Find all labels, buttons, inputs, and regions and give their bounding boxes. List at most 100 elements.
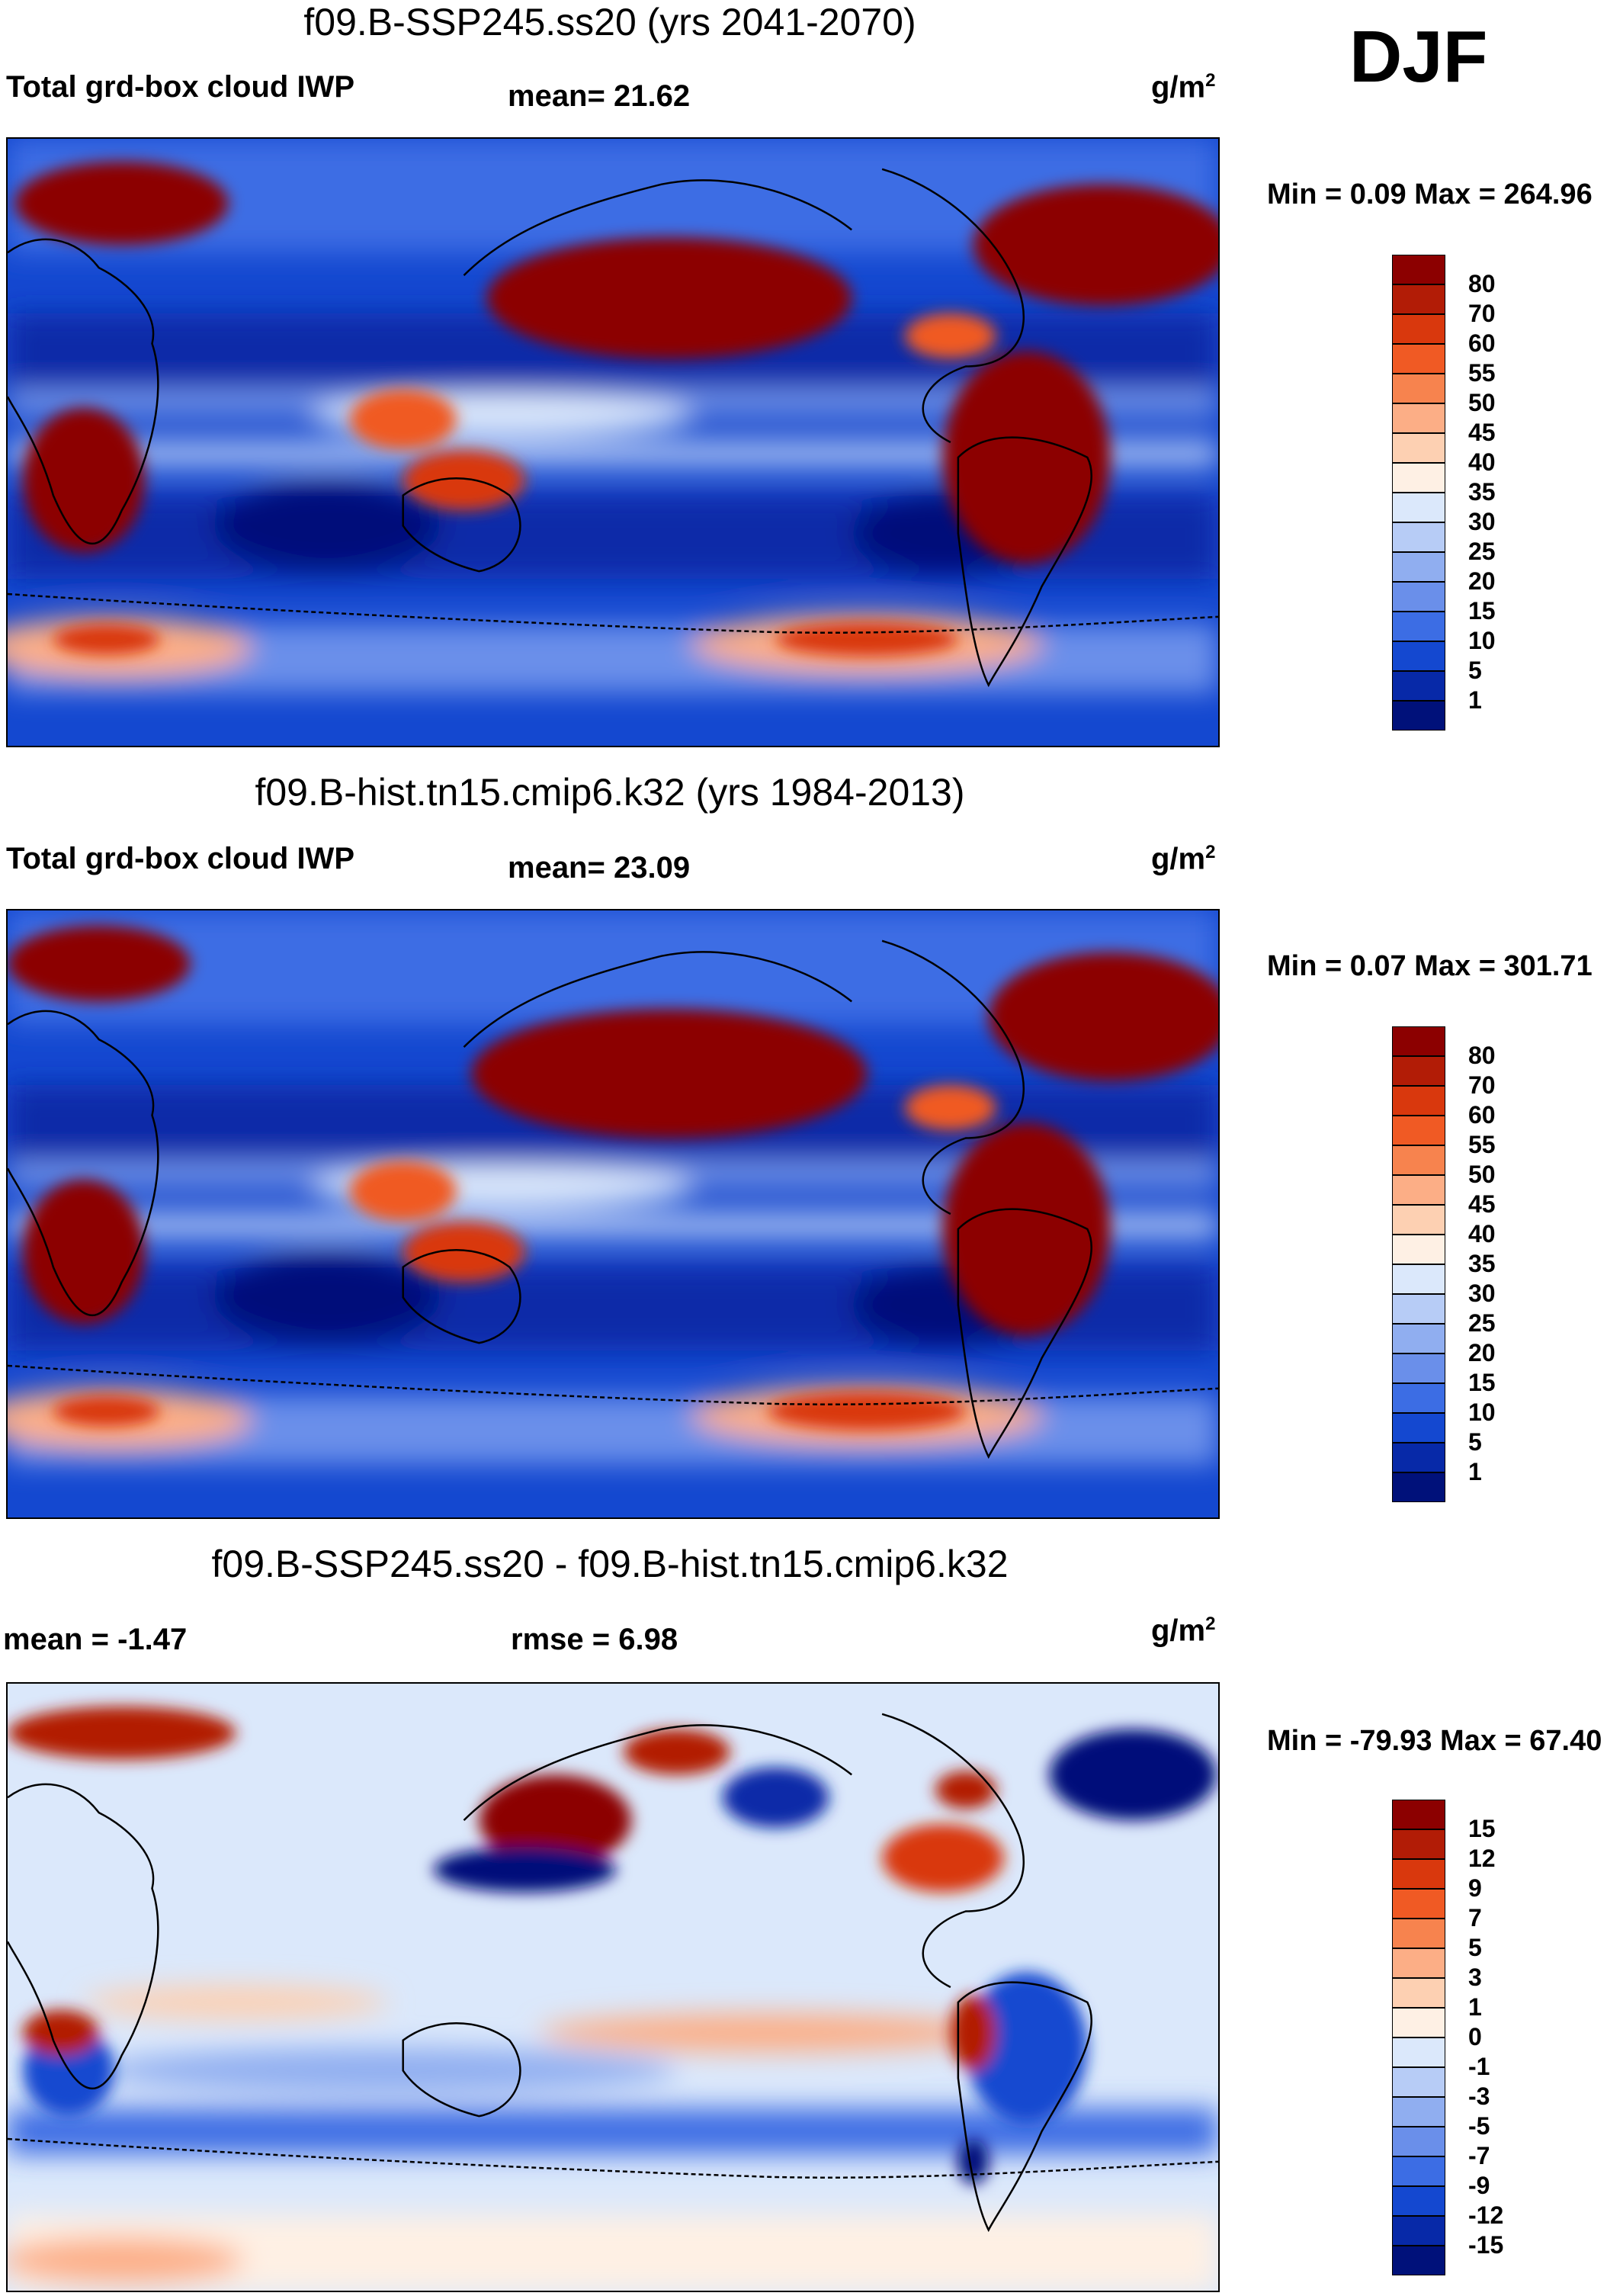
colorbar-tick: 55 [1468, 359, 1496, 387]
panel2-title: f09.B-hist.tn15.cmip6.k32 (yrs 1984-2013… [255, 771, 965, 814]
panel2-field-label: Total grd-box cloud IWP [6, 842, 354, 875]
colorbar-swatch [1392, 1859, 1445, 1889]
colorbar-swatch [1392, 1443, 1445, 1472]
colorbar-tick: 45 [1468, 1190, 1496, 1218]
colorbar-swatch [1392, 522, 1445, 552]
colorbar-tick: 40 [1468, 1220, 1496, 1248]
colorbar-tick: 40 [1468, 448, 1496, 476]
season-label: DJF [1349, 16, 1488, 98]
colorbar-swatch [1392, 1264, 1445, 1294]
colorbar-swatch [1392, 2216, 1445, 2246]
colorbar-tick: 80 [1468, 270, 1496, 297]
colorbar-swatch [1392, 1235, 1445, 1264]
colorbar-swatch [1392, 1829, 1445, 1859]
colorbar-tick: 5 [1468, 657, 1482, 684]
panel3-map-svg [8, 1684, 1218, 2291]
colorbar-tick: 30 [1468, 508, 1496, 535]
colorbar-swatch [1392, 641, 1445, 671]
colorbar-tick: 60 [1468, 1101, 1496, 1129]
panel1-minmax: Min = 0.09 Max = 264.96 [1267, 178, 1593, 210]
colorbar-tick: 20 [1468, 567, 1496, 595]
panel1-mean-label: mean= 21.62 [508, 79, 691, 113]
colorbar-tick: -3 [1468, 2082, 1490, 2110]
colorbar-swatch [1392, 1145, 1445, 1175]
colorbar-swatch [1392, 2097, 1445, 2127]
colorbar-tick: 25 [1468, 538, 1496, 565]
colorbar-tick: 45 [1468, 419, 1496, 446]
panel3-mean-label: mean = -1.47 [3, 1623, 188, 1656]
colorbar-tick: 55 [1468, 1131, 1496, 1158]
colorbar-tick: 60 [1468, 329, 1496, 357]
colorbar-tick: 10 [1468, 1398, 1496, 1426]
colorbar-tick: 5 [1468, 1428, 1482, 1456]
colorbar-swatch [1392, 1086, 1445, 1116]
colorbar-swatch [1392, 2067, 1445, 2097]
colorbar-swatch [1392, 255, 1445, 284]
panel3-units-label: g/m2 [1151, 1614, 1216, 1648]
colorbar-tick: 1 [1468, 686, 1482, 714]
colorbar-swatch [1392, 2037, 1445, 2067]
colorbar-swatch [1392, 403, 1445, 433]
colorbar-swatch [1392, 1472, 1445, 1502]
panel1-field-label: Total grd-box cloud IWP [6, 70, 354, 104]
colorbar-tick: -15 [1468, 2231, 1504, 2259]
colorbar-swatch [1392, 1175, 1445, 1205]
colorbar-swatch [1392, 493, 1445, 522]
colorbar-tick: 7 [1468, 1904, 1482, 1932]
panel2-mean-label: mean= 23.09 [508, 851, 691, 885]
panel3-minmax: Min = -79.93 Max = 67.40 [1267, 1725, 1602, 1757]
colorbar-tick: 15 [1468, 597, 1496, 625]
colorbar-tick: 15 [1468, 1369, 1496, 1396]
colorbar-swatch [1392, 1919, 1445, 1948]
colorbar-swatch [1392, 314, 1445, 344]
panel3-title: f09.B-SSP245.ss20 - f09.B-hist.tn15.cmip… [211, 1543, 1009, 1585]
colorbar-swatch [1392, 582, 1445, 612]
colorbar-swatch [1392, 612, 1445, 641]
panel2-map [6, 909, 1220, 1519]
colorbar-tick: 1 [1468, 1993, 1482, 2021]
colorbar-tick: 3 [1468, 1964, 1482, 1991]
colorbar-swatch [1392, 344, 1445, 374]
colorbar-tick: -7 [1468, 2142, 1490, 2169]
colorbar-tick: -1 [1468, 2053, 1490, 2080]
colorbar-tick: -5 [1468, 2112, 1490, 2140]
colorbar-swatch [1392, 552, 1445, 582]
colorbar-swatch [1392, 2008, 1445, 2037]
colorbar-swatch [1392, 433, 1445, 463]
colorbar-tick: 70 [1468, 300, 1496, 327]
panel2-units-label: g/m2 [1151, 842, 1216, 876]
colorbar-swatch [1392, 284, 1445, 314]
colorbar-swatch [1392, 2246, 1445, 2275]
colorbar-tick: 25 [1468, 1309, 1496, 1337]
colorbar-swatch [1392, 1294, 1445, 1324]
colorbar-swatch [1392, 2156, 1445, 2186]
colorbar-swatch [1392, 701, 1445, 731]
panel1-title: f09.B-SSP245.ss20 (yrs 2041-2070) [303, 1, 916, 43]
colorbar-tick: 50 [1468, 1161, 1496, 1188]
colorbar-tick: 35 [1468, 478, 1496, 506]
colorbar-tick: -9 [1468, 2172, 1490, 2199]
panel1-map-svg [8, 139, 1218, 746]
colorbar-swatch [1392, 671, 1445, 701]
colorbar-swatch [1392, 1948, 1445, 1978]
colorbar-tick: 0 [1468, 2023, 1482, 2050]
panel1-map [6, 137, 1220, 747]
colorbar-tick: 70 [1468, 1071, 1496, 1099]
colorbar-swatch [1392, 374, 1445, 403]
colorbar-swatch [1392, 463, 1445, 493]
colorbar-swatch [1392, 1889, 1445, 1919]
colorbar-swatch [1392, 1205, 1445, 1235]
colorbar-tick: -12 [1468, 2201, 1504, 2229]
colorbar-swatch [1392, 1116, 1445, 1145]
colorbar-swatch [1392, 2186, 1445, 2216]
colorbar-swatch [1392, 1413, 1445, 1443]
colorbar-tick: 30 [1468, 1280, 1496, 1307]
colorbar-swatch [1392, 2127, 1445, 2156]
panel3-map [6, 1682, 1220, 2292]
colorbar-tick: 9 [1468, 1874, 1482, 1902]
colorbar-tick: 10 [1468, 627, 1496, 654]
colorbar-tick: 80 [1468, 1042, 1496, 1069]
colorbar-tick: 35 [1468, 1250, 1496, 1277]
colorbar-tick: 5 [1468, 1934, 1482, 1961]
panel1-units-label: g/m2 [1151, 70, 1216, 104]
